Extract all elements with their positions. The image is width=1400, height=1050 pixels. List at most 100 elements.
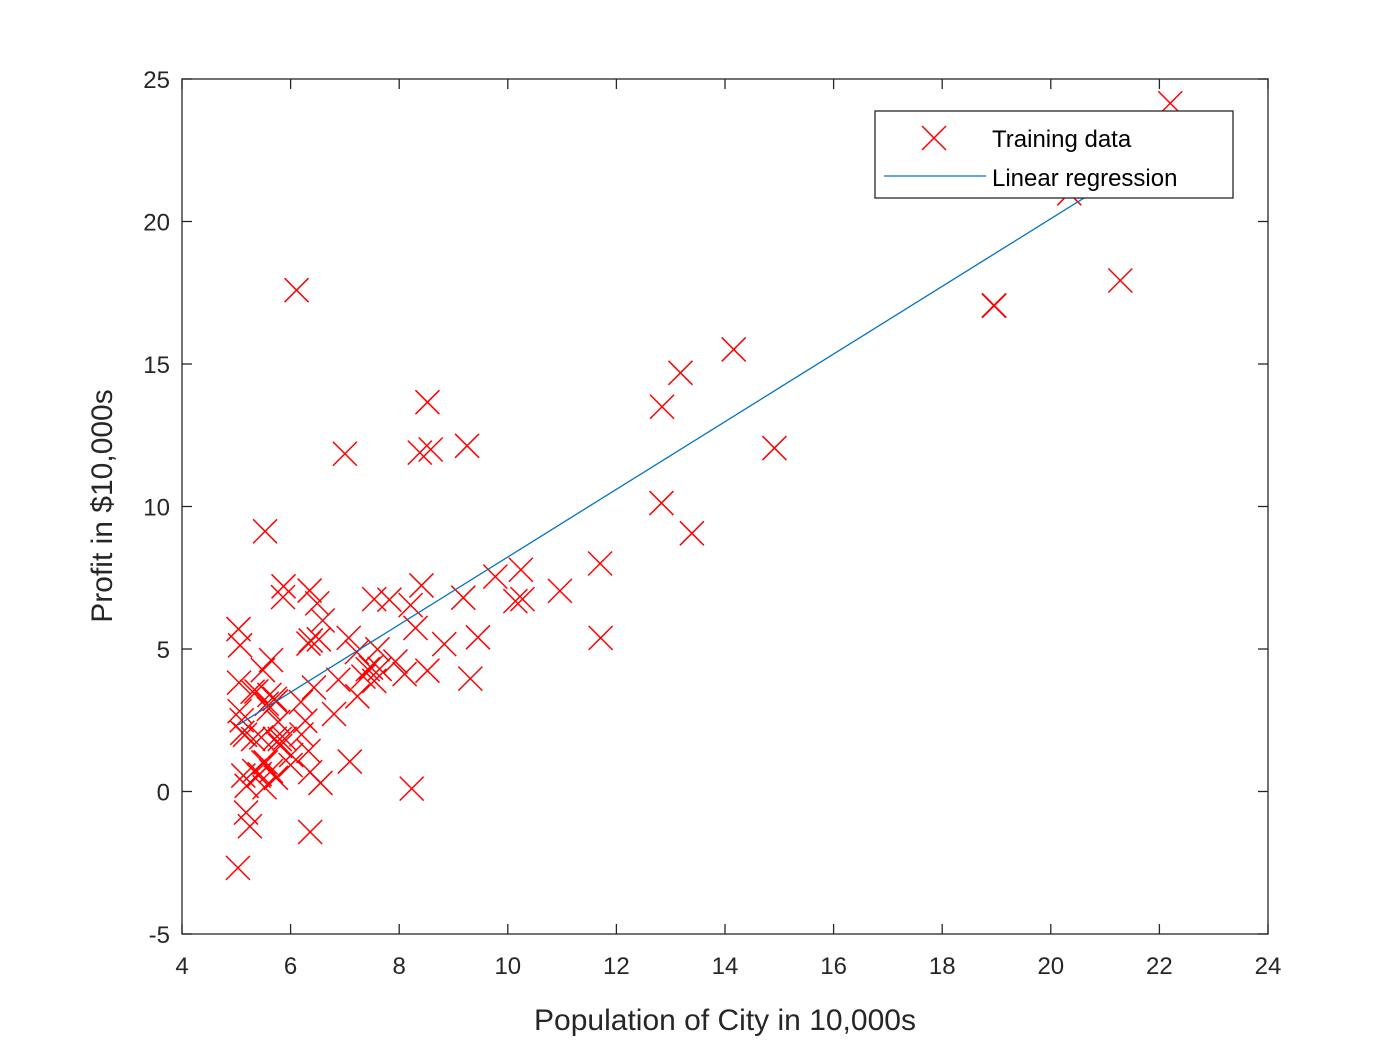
training-data-point — [321, 701, 347, 727]
training-data-point — [457, 666, 483, 692]
training-data-point — [306, 626, 332, 652]
training-data-point — [295, 738, 322, 764]
training-data-point — [226, 670, 252, 696]
y-axis: -5 0 5 10 15 20 25 — [143, 67, 1268, 949]
training-data-point — [295, 631, 322, 657]
x-tick-label: 8 — [393, 953, 406, 980]
legend: Training data Linear regression — [874, 110, 1234, 199]
training-data-point — [367, 656, 393, 682]
y-tick-label: -5 — [149, 922, 170, 949]
training-data-point — [981, 293, 1007, 319]
training-data-point — [414, 658, 440, 684]
training-data-point — [454, 433, 480, 459]
training-data-point — [336, 625, 362, 651]
training-data-point — [297, 578, 323, 604]
training-data-point — [272, 726, 298, 752]
training-data-point — [364, 636, 391, 662]
training-data-point — [344, 639, 370, 665]
y-tick-label: 5 — [157, 637, 170, 664]
x-tick-label: 10 — [494, 953, 521, 980]
x-tick-label: 24 — [1255, 953, 1282, 980]
training-data-point — [297, 759, 323, 785]
training-data-point — [1107, 267, 1133, 294]
y-tick-label: 10 — [143, 495, 170, 522]
y-axis-label: Profit in $10,000s — [86, 389, 119, 622]
training-data-point — [667, 360, 694, 386]
training-data-point — [382, 649, 408, 675]
training-data-point — [301, 674, 327, 701]
training-data-point — [252, 518, 278, 544]
training-data-point — [233, 800, 259, 826]
legend-label-linear-regression: Linear regression — [992, 165, 1177, 192]
legend-box — [874, 110, 1234, 199]
regression-line — [237, 143, 1171, 726]
training-data-point — [227, 632, 253, 658]
training-data-point — [297, 819, 323, 845]
training-data-point — [240, 726, 266, 752]
training-data-point — [270, 584, 296, 610]
training-data-point — [288, 721, 314, 748]
training-data-point — [225, 616, 252, 642]
y-tick-label: 15 — [143, 352, 170, 379]
training-data-point — [304, 590, 330, 616]
x-tick-label: 4 — [175, 953, 188, 980]
y-tick-label: 25 — [143, 67, 170, 94]
training-data-point — [241, 758, 267, 784]
x-tick-label: 18 — [929, 953, 956, 980]
training-data-point — [761, 435, 787, 461]
plot-area — [181, 78, 1269, 935]
training-data-point — [392, 661, 418, 687]
training-data-point — [232, 722, 258, 748]
training-data-point — [431, 631, 457, 657]
training-data-point — [337, 749, 363, 775]
y-tick-label: 0 — [157, 780, 170, 807]
training-data-point — [248, 724, 274, 750]
x-tick-label: 22 — [1146, 953, 1173, 980]
training-data-point — [418, 436, 444, 463]
y-tick-label: 20 — [143, 210, 170, 237]
training-data-point — [361, 668, 387, 694]
training-data-point — [509, 586, 535, 612]
training-data-point — [225, 855, 251, 881]
training-data-point — [465, 624, 491, 650]
training-data-point — [361, 586, 387, 612]
training-data-point — [252, 774, 278, 800]
training-data-point — [408, 572, 434, 598]
training-data-point — [547, 578, 573, 604]
training-data-point — [250, 657, 276, 683]
training-data-point — [256, 682, 282, 708]
training-data-point — [278, 752, 304, 778]
legend-marker-training-data — [921, 125, 947, 151]
training-data-point — [271, 573, 297, 599]
training-data-point — [344, 683, 370, 709]
training-data-point — [267, 733, 293, 759]
training-data-point — [284, 277, 310, 303]
x-tick-label: 12 — [603, 953, 630, 980]
x-tick-label: 16 — [820, 953, 847, 980]
training-data-point — [679, 520, 705, 546]
training-data-point — [587, 550, 613, 577]
x-axis: 4 6 8 10 12 14 16 18 20 22 24 — [175, 79, 1281, 980]
training-data-point — [721, 336, 747, 362]
x-tick-label: 20 — [1037, 953, 1064, 980]
training-data-point — [414, 389, 440, 415]
training-data-point — [355, 656, 381, 682]
training-data-point — [508, 557, 534, 583]
training-data-point — [258, 647, 284, 673]
legend-label-training-data: Training data — [992, 126, 1132, 153]
training-data-point — [229, 707, 255, 733]
x-tick-label: 14 — [712, 953, 739, 980]
training-data-point — [253, 749, 279, 775]
training-data-point — [407, 440, 433, 466]
training-data-point — [247, 761, 273, 787]
training-data-point — [588, 625, 614, 651]
training-data-point — [325, 667, 351, 693]
training-data-point — [649, 394, 675, 420]
training-data-point — [237, 813, 263, 839]
training-data-point — [399, 776, 425, 802]
training-data-point — [263, 765, 289, 791]
x-axis-label: Population of City in 10,000s — [534, 1004, 916, 1037]
x-tick-label: 6 — [284, 953, 297, 980]
training-data-point — [648, 490, 674, 516]
